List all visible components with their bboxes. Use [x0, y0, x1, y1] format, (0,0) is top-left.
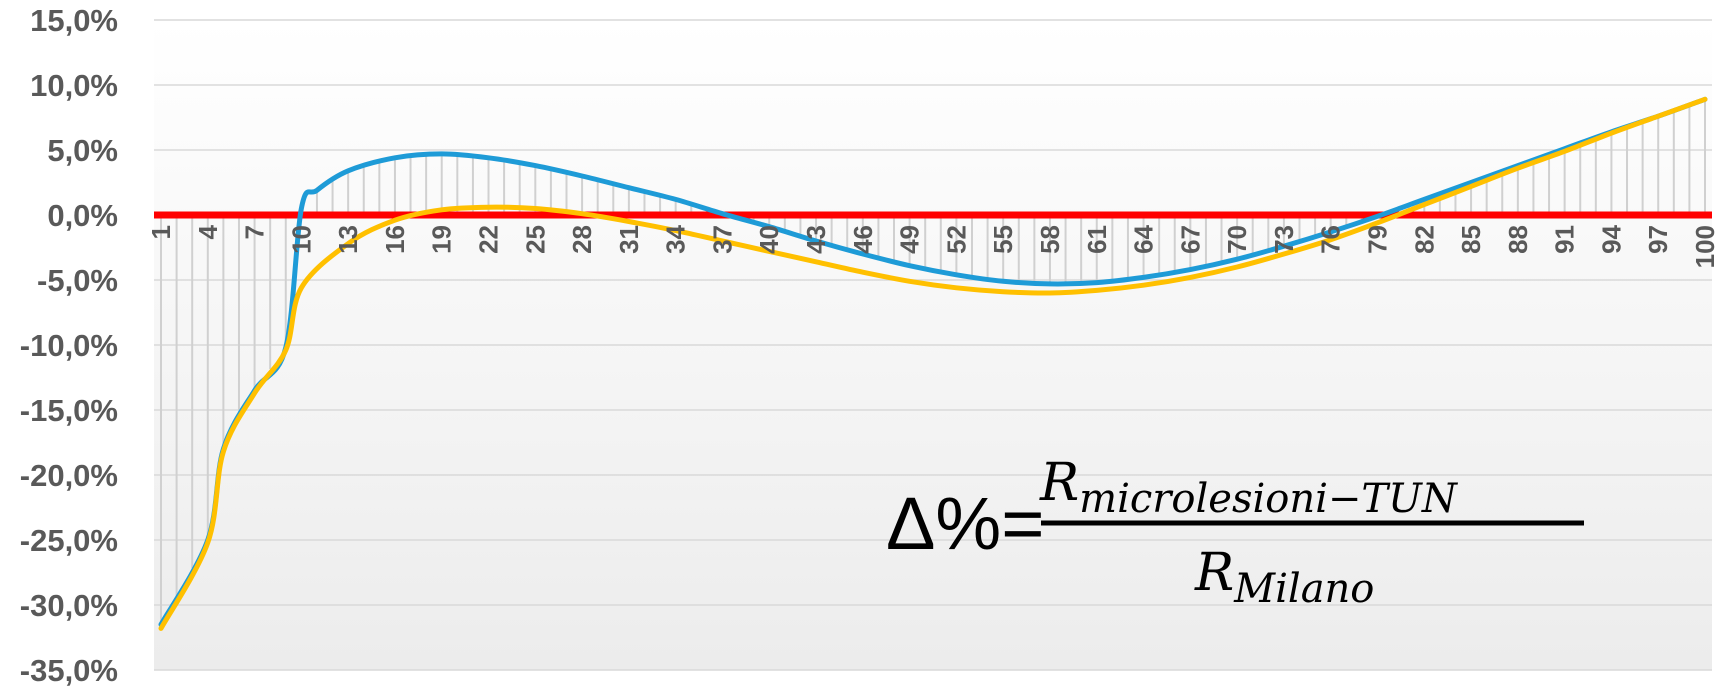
- x-tick-label: 13: [333, 225, 363, 254]
- x-tick-label: 22: [474, 225, 504, 254]
- x-tick-label: 37: [707, 225, 737, 254]
- x-tick-label: 43: [801, 225, 831, 254]
- denominator-base: R: [1194, 543, 1234, 603]
- x-tick-label: 58: [1035, 225, 1065, 254]
- x-tick-label: 70: [1222, 225, 1252, 254]
- y-tick-label: -10,0%: [20, 328, 118, 363]
- y-tick-label: -20,0%: [20, 458, 118, 493]
- x-tick-label: 73: [1269, 225, 1299, 254]
- x-tick-label: 16: [380, 225, 410, 254]
- x-tick-label: 49: [895, 225, 925, 254]
- x-tick-label: 4: [193, 224, 223, 239]
- formula-denominator: RMilano: [1194, 543, 1374, 612]
- x-tick-label: 7: [240, 225, 270, 239]
- x-tick-label: 82: [1409, 225, 1439, 254]
- y-tick-label: -5,0%: [37, 263, 118, 298]
- x-tick-label: 88: [1503, 225, 1533, 254]
- x-tick-label: 64: [1129, 224, 1159, 253]
- series-line-1: [158, 96, 1708, 627]
- formula: Δ%= Rmicrolesioni−TUN RMilano: [886, 453, 1584, 612]
- gridlines: [154, 19, 1712, 671]
- y-tick-label: 10,0%: [30, 68, 118, 103]
- x-tick-label: 85: [1456, 225, 1486, 254]
- x-axis-tick-labels: 1 4 7 10 13 16 19 22 25 28 31 34 37 40 43 46 49 52 55 58 61 6…: [146, 224, 1720, 268]
- x-tick-label: 100: [1690, 225, 1720, 268]
- formula-lhs: Δ%=: [886, 482, 1044, 565]
- x-tick-label: 97: [1643, 225, 1673, 254]
- y-tick-label: 0,0%: [47, 198, 118, 233]
- x-tick-label: 40: [754, 225, 784, 254]
- y-tick-label: -30,0%: [20, 588, 118, 623]
- formula-numerator: Rmicrolesioni−TUN: [1039, 453, 1459, 522]
- y-tick-label: -25,0%: [20, 523, 118, 558]
- y-axis-tick-labels: 15,0% 10,0% 5,0% 0,0% -5,0% -10,0% -15,0% -20,0…: [20, 3, 118, 686]
- numerator-subscript: microlesioni−TUN: [1079, 476, 1459, 522]
- x-tick-label: 19: [427, 225, 457, 254]
- series-group: [158, 96, 1708, 631]
- x-tick-label: 28: [567, 225, 597, 254]
- denominator-subscript: Milano: [1233, 566, 1374, 612]
- x-tick-label: 46: [848, 225, 878, 254]
- x-tick-label: 91: [1550, 225, 1580, 254]
- x-tick-label: 34: [661, 224, 691, 253]
- x-tick-label: 76: [1316, 225, 1346, 254]
- x-tick-label: 94: [1596, 224, 1626, 253]
- x-tick-label: 25: [520, 225, 550, 254]
- x-tick-label: 79: [1362, 225, 1392, 254]
- numerator-base: R: [1039, 453, 1079, 513]
- x-tick-label: 10: [286, 225, 316, 254]
- y-tick-label: 5,0%: [47, 133, 118, 168]
- y-tick-label: 15,0%: [30, 3, 118, 38]
- series-line-2: [158, 96, 1708, 631]
- x-tick-label: 55: [988, 225, 1018, 254]
- x-tick-label: 52: [941, 225, 971, 254]
- y-tick-label: -35,0%: [20, 653, 118, 686]
- x-tick-label: 67: [1175, 225, 1205, 254]
- drop-lines: [160, 99, 1706, 625]
- x-tick-label: 31: [614, 225, 644, 254]
- x-tick-label: 61: [1082, 225, 1112, 254]
- y-tick-label: -15,0%: [20, 393, 118, 428]
- x-tick-label: 1: [146, 225, 176, 239]
